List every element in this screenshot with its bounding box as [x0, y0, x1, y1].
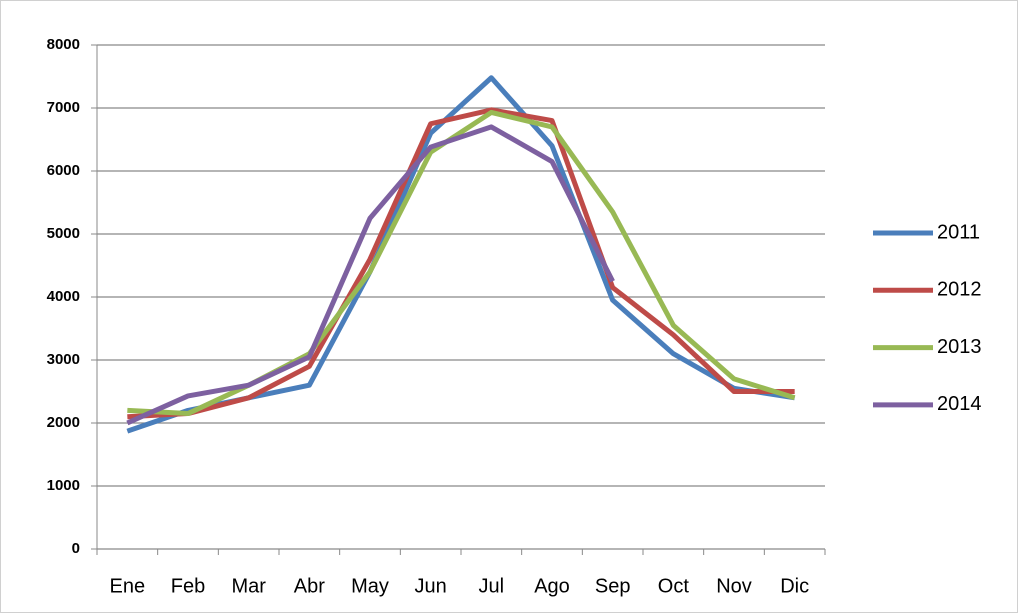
x-tick-label: Jul	[479, 575, 505, 597]
y-tick-label: 5000	[47, 225, 80, 242]
x-tick-label: Jun	[415, 575, 447, 597]
series-line	[127, 107, 795, 420]
y-tick-label: 3000	[47, 351, 80, 368]
legend-label: 2011	[937, 221, 980, 243]
x-tick-label: Ago	[534, 575, 570, 597]
y-tick-label: 2000	[47, 414, 80, 431]
x-tick-label: Dic	[780, 575, 809, 597]
legend-label: 2014	[937, 393, 982, 415]
y-tick-label: 7000	[47, 99, 80, 116]
x-tick-label: Feb	[171, 575, 205, 597]
legend-label: 2012	[937, 279, 982, 301]
y-tick-label: 8000	[47, 36, 80, 53]
legend-label: 2013	[937, 336, 982, 358]
x-tick-label: May	[351, 575, 389, 597]
x-tick-label: Ene	[110, 575, 146, 597]
y-tick-label: 0	[72, 540, 80, 557]
x-tick-label: Oct	[658, 575, 690, 597]
series-line	[126, 124, 615, 426]
y-tick-label: 6000	[47, 162, 80, 179]
x-tick-label: Sep	[595, 575, 631, 597]
x-tick-label: Mar	[231, 575, 266, 597]
series-line	[127, 109, 796, 417]
y-tick-label: 4000	[47, 288, 80, 305]
x-tick-label: Nov	[716, 575, 752, 597]
y-tick-label: 1000	[47, 477, 80, 494]
x-tick-label: Abr	[294, 575, 325, 597]
